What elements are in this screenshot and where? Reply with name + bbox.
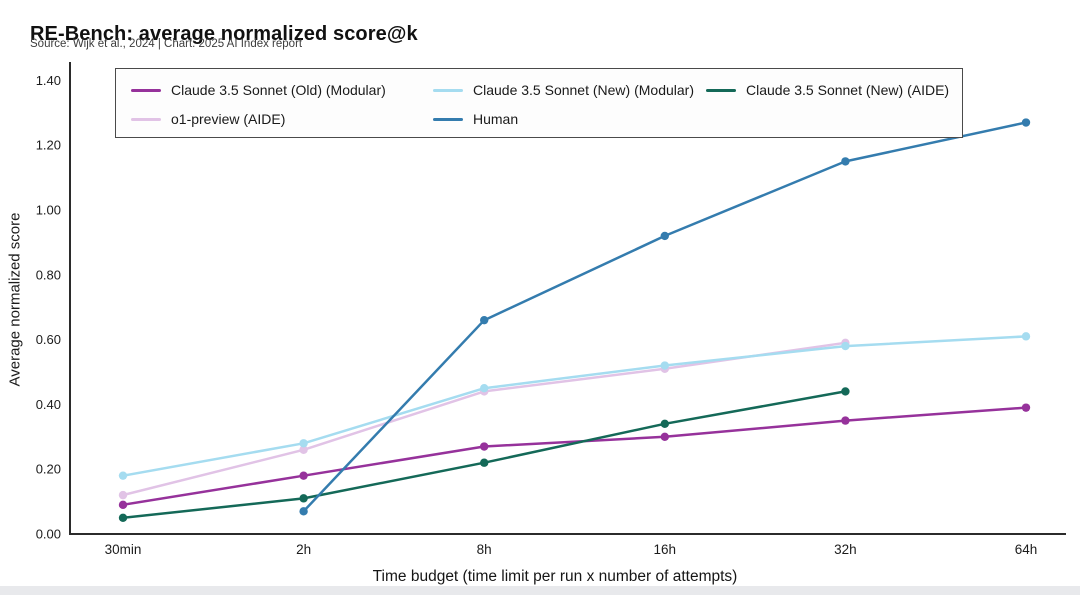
legend: Claude 3.5 Sonnet (Old) (Modular) Claude … [115,68,963,138]
legend-item: Human [433,109,518,129]
legend-label: Claude 3.5 Sonnet (Old) (Modular) [171,82,386,98]
data-point-human [1021,118,1031,127]
chart-source: Source: Wijk et al., 2024 | Chart: 2025 … [30,38,303,50]
data-point-human [299,507,308,516]
y-tick-label: 0.00 [36,527,61,542]
legend-item: o1-preview (AIDE) [131,109,285,129]
series-line-human [302,121,1028,513]
y-tick-label: 0.20 [36,462,61,477]
series-line-claude-3-5-sonnet-new-aide [121,390,847,520]
series-line-claude-3-5-sonnet-old-modular [121,406,1028,507]
data-point-claude-3-5-sonnet-new-modular [660,361,669,370]
y-tick-label: 0.60 [36,332,61,347]
data-point-claude-3-5-sonnet-new-aide [480,458,489,467]
x-axis-label: Time budget (time limit per run x number… [373,568,738,585]
legend-item: Claude 3.5 Sonnet (New) (Modular) [433,80,694,100]
legend-swatch [433,88,463,92]
data-point-human [660,231,669,241]
legend-swatch [131,117,161,121]
legend-swatch [433,117,463,121]
legend-label: Claude 3.5 Sonnet (New) (Modular) [473,82,694,98]
chart-title: RE-Bench: average normalized score@k [30,23,418,46]
legend-item: Claude 3.5 Sonnet (New) (AIDE) [706,80,949,100]
data-point-claude-3-5-sonnet-new-aide [299,494,308,503]
x-tick-label: 32h [834,542,857,557]
series-line-o1-preview-aide [121,341,847,497]
data-point-claude-3-5-sonnet-new-aide [841,387,850,396]
x-tick-label: 16h [654,542,677,557]
data-point-human [480,315,489,325]
y-tick-label: 0.80 [36,267,61,282]
x-tick-label: 8h [477,542,492,557]
legend-label: Human [473,111,519,127]
data-point-claude-3-5-sonnet-old-modular [118,500,128,510]
data-point-claude-3-5-sonnet-old-modular [480,442,489,451]
series-line-claude-3-5-sonnet-new-modular [121,335,1028,477]
legend-item: Claude 3.5 Sonnet (Old) (Modular) [131,80,386,100]
data-point-claude-3-5-sonnet-old-modular [299,471,308,480]
data-point-claude-3-5-sonnet-new-modular [1021,332,1031,341]
y-tick-label: 1.40 [36,73,61,88]
data-point-o1-preview-aide [118,490,128,500]
legend-label: Claude 3.5 Sonnet (New) (AIDE) [746,82,950,98]
y-tick-label: 1.20 [36,138,61,153]
data-point-claude-3-5-sonnet-old-modular [841,416,850,425]
bottom-edge-strip [0,586,1080,595]
data-point-o1-preview-aide [299,445,308,454]
data-point-claude-3-5-sonnet-new-modular [118,471,128,480]
legend-swatch [131,88,161,92]
data-point-claude-3-5-sonnet-old-modular [1021,403,1031,412]
x-tick-label: 64h [1015,542,1038,557]
data-point-claude-3-5-sonnet-old-modular [660,432,669,441]
data-point-claude-3-5-sonnet-new-aide [118,513,128,522]
y-tick-label: 0.40 [36,397,61,412]
y-tick-label: 1.00 [36,203,61,218]
data-point-human [841,157,850,166]
x-tick-label: 30min [105,542,142,557]
x-tick-label: 2h [296,542,311,557]
data-point-claude-3-5-sonnet-new-modular [480,384,489,393]
y-axis-label: Average normalized score [6,212,24,387]
legend-swatch [706,88,736,92]
legend-label: o1-preview (AIDE) [171,111,286,127]
data-point-claude-3-5-sonnet-new-aide [660,419,669,429]
data-point-claude-3-5-sonnet-new-modular [299,439,308,448]
data-point-claude-3-5-sonnet-new-modular [841,341,850,351]
